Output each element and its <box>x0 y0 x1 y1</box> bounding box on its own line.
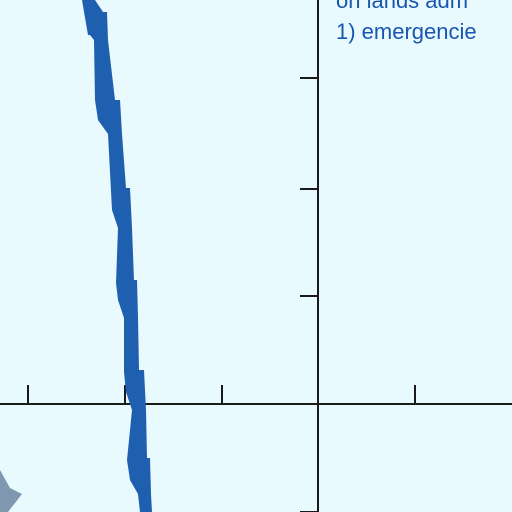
series-line <box>82 0 152 512</box>
series-segment-1 <box>82 0 108 40</box>
annotation-line-1: on lands adm <box>336 0 469 13</box>
series-segment-5 <box>124 318 146 410</box>
series-segment-7 <box>138 494 152 512</box>
partial-grey-mark <box>0 470 22 512</box>
series-segment-6 <box>127 410 151 494</box>
series-segment-2 <box>94 40 122 134</box>
series-segment-3 <box>108 134 132 228</box>
annotation-line-2: 1) emergencie <box>336 19 477 44</box>
series-segment-4 <box>116 228 138 318</box>
